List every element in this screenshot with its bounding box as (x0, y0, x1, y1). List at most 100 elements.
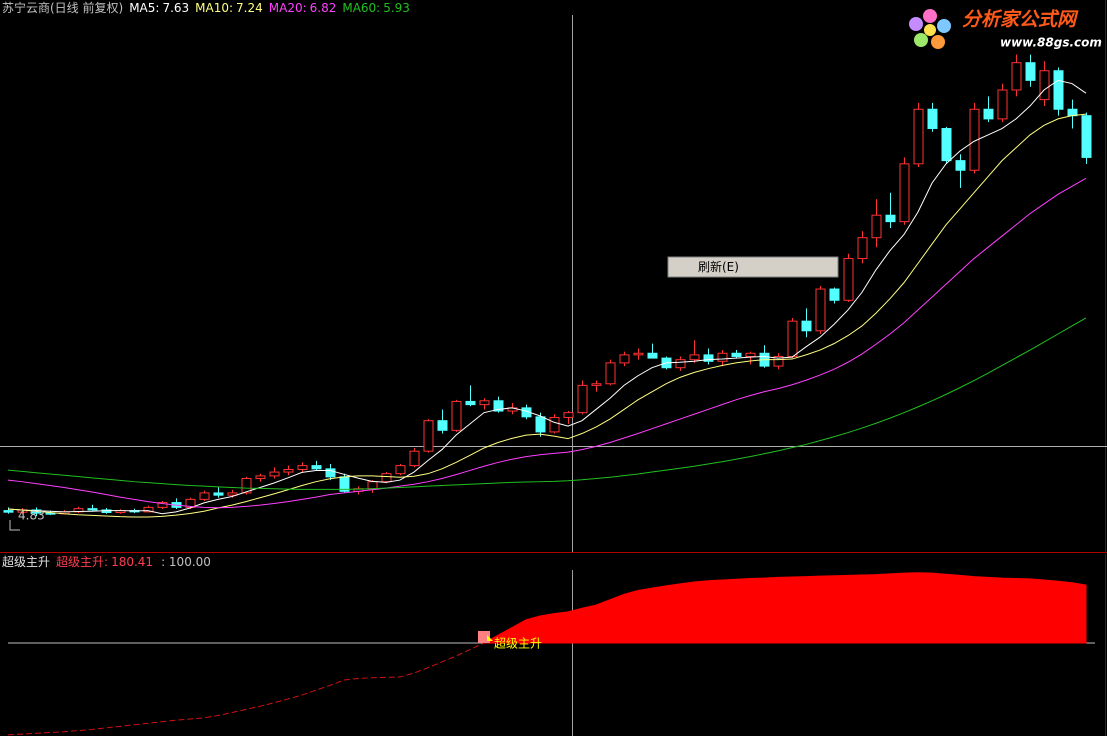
panel-header: 超级主升 超级主升: 180.41 : 100.00 (2, 554, 211, 569)
legend-value: 7.63 (162, 1, 189, 15)
candle-body (409, 450, 420, 467)
candle-body (3, 510, 14, 513)
candle-body (983, 108, 994, 120)
candle-body (311, 465, 322, 470)
candle-body (997, 89, 1008, 120)
candle-body (451, 400, 462, 431)
candle-body (577, 384, 588, 414)
legend-name: 超级主升: (56, 554, 108, 569)
candle-body (815, 288, 826, 332)
candle-body (563, 412, 574, 418)
candle-body (885, 214, 896, 223)
candle-body (843, 258, 854, 301)
candle-body (325, 468, 336, 478)
candle-body (535, 416, 546, 433)
logo: 分析家公式网 www.88gs.com (909, 9, 1102, 50)
candle-body (829, 288, 840, 301)
candle-body (213, 492, 224, 496)
candle-body (941, 128, 952, 162)
ma-line (7, 113, 1087, 518)
candle-body (591, 383, 602, 386)
candle-body (1081, 115, 1092, 158)
candle-body (871, 214, 882, 239)
candle-body (549, 416, 560, 433)
reference-label: : 100.00 (161, 555, 211, 569)
panel-header: 苏宁云商(日线 前复权) MA5: 7.63 MA10: 7.24 MA20: 6.82 MA… (2, 0, 410, 15)
candle-body (157, 502, 168, 508)
ma-line (7, 177, 1087, 509)
candle-body (927, 108, 938, 130)
ma-line (7, 79, 1087, 515)
candle-body (367, 481, 378, 490)
candle-body (969, 108, 980, 171)
candle-body (493, 400, 504, 412)
menu-item[interactable]: 刷新(E) (698, 259, 739, 274)
candle-body (899, 163, 910, 223)
panel-title: 超级主升 (2, 554, 50, 569)
candle-body (773, 355, 784, 367)
signal-label: 超级主升 (494, 635, 542, 650)
legend-value: 7.24 (236, 1, 263, 15)
candle-body (633, 352, 644, 356)
candle-body (465, 400, 476, 406)
indicator-area (483, 572, 1087, 644)
ma-line (7, 317, 1087, 490)
signal-arrow (487, 634, 493, 641)
logo-url: www.88gs.com (1000, 36, 1102, 50)
legend-value: 180.41 (111, 555, 153, 569)
candle-body (45, 512, 56, 515)
candle-body (955, 160, 966, 171)
menu-box (667, 256, 839, 278)
candle-body (255, 475, 266, 479)
legend-name: MA60: (342, 1, 380, 15)
candle-body (857, 237, 868, 260)
candle-body (689, 354, 700, 361)
logo-petal (923, 9, 937, 23)
candle-body (1025, 62, 1036, 81)
legend-name: MA5: (129, 1, 159, 15)
candle-body (1011, 62, 1022, 91)
low-marker-arrow (9, 520, 20, 531)
legend-name: MA10: (195, 1, 233, 15)
candle-body (1067, 108, 1078, 117)
candle-body (297, 465, 308, 470)
legend-value: 5.93 (383, 1, 410, 15)
candle-body (437, 420, 448, 431)
candle-body (745, 352, 756, 357)
candle-body (269, 471, 280, 477)
candle-body (199, 492, 210, 500)
candle-body (717, 352, 728, 362)
candle-body (423, 420, 434, 452)
candle-body (703, 354, 714, 362)
context-menu[interactable]: 刷新(E) (667, 256, 839, 278)
legend-value: 6.82 (310, 1, 337, 15)
logo-title: 分析家公式网 (962, 9, 1079, 31)
panel-title: 苏宁云商(日线 前复权) (2, 0, 123, 15)
candle-body (87, 508, 98, 511)
candle-body (801, 320, 812, 332)
candle-body (605, 362, 616, 385)
candle-body (283, 468, 294, 473)
indicator-line (7, 642, 485, 736)
logo-petal (937, 19, 951, 33)
logo-center (924, 24, 936, 36)
candle-body (675, 359, 686, 369)
logo-petal (914, 33, 928, 47)
candle-body (1053, 70, 1064, 110)
candle-body (619, 354, 630, 364)
legend-name: MA20: (269, 1, 307, 15)
candle-body (731, 352, 742, 357)
candle-body (647, 352, 658, 359)
candle-body (395, 465, 406, 475)
candle-body (1039, 70, 1050, 101)
candle-body (913, 108, 924, 165)
low-marker: 4.83 (18, 509, 45, 523)
candle-body (381, 473, 392, 483)
candle-body (479, 400, 490, 406)
logo-petal (909, 17, 923, 31)
candle-body (787, 320, 798, 357)
candle-body (143, 506, 154, 513)
logo-petal (931, 35, 945, 49)
